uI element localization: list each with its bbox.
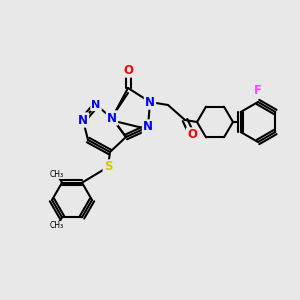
Text: N: N (92, 100, 100, 110)
Text: N: N (107, 112, 117, 124)
Text: S: S (104, 160, 112, 173)
Text: N: N (145, 95, 155, 109)
Text: N: N (78, 113, 88, 127)
Text: O: O (123, 64, 133, 76)
Text: CH₃: CH₃ (50, 221, 64, 230)
Text: F: F (254, 83, 262, 97)
Text: O: O (187, 128, 197, 142)
Text: N: N (143, 121, 153, 134)
Text: CH₃: CH₃ (50, 169, 64, 178)
